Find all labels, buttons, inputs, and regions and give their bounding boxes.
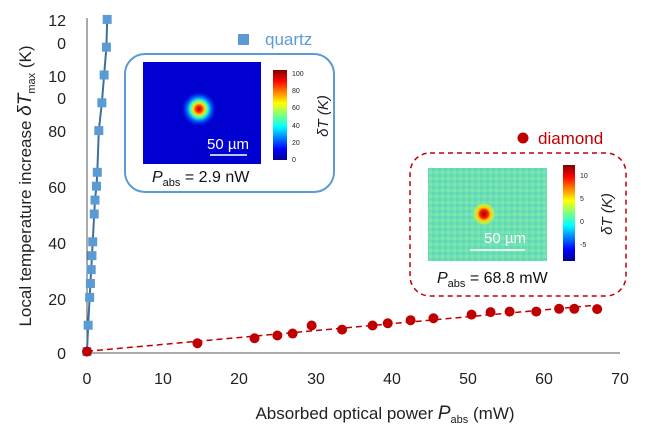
x-tick-labels: 0 10 20 30 40 50 60 70 <box>83 371 629 388</box>
diamond-fit-line <box>86 304 598 353</box>
quartz-colorbar-tick: 40 <box>292 123 300 130</box>
diamond-data-point <box>249 333 260 344</box>
x-axis-title: Absorbed optical power Pabs (mW) <box>255 403 514 426</box>
y-tick-label: 0 <box>57 36 66 53</box>
quartz-scale-label: 50 µm <box>207 136 249 153</box>
quartz-data-point <box>94 126 104 136</box>
legend-diamond-label: diamond <box>538 129 603 148</box>
diamond-data-point <box>192 338 203 349</box>
y-tick-label: 0 <box>57 346 66 363</box>
x-tick-label: 50 <box>459 371 477 388</box>
quartz-data-point <box>88 237 98 247</box>
y-tick-label: 80 <box>48 124 66 141</box>
quartz-power-label: Pabs = 2.9 nW <box>152 169 250 189</box>
diamond-series <box>82 303 603 357</box>
diamond-data-point <box>306 320 317 331</box>
diamond-data-point <box>531 306 542 317</box>
diamond-colorbar-label: δT (K) <box>599 193 616 235</box>
y-tick-label: 10 <box>48 69 66 86</box>
legend-quartz: quartz <box>238 30 312 49</box>
diamond-data-point <box>367 320 378 331</box>
legend-quartz-label: quartz <box>265 30 312 49</box>
x-tick-label: 60 <box>535 371 553 388</box>
diamond-data-point <box>485 307 496 318</box>
diamond-data-point <box>592 304 603 315</box>
diamond-data-point <box>569 303 580 314</box>
quartz-data-point <box>86 265 96 275</box>
quartz-fit-line <box>86 19 109 352</box>
y-tick-label: 60 <box>48 180 66 197</box>
quartz-hot-spot <box>181 91 217 127</box>
quartz-colorbar-tick: 80 <box>292 88 300 95</box>
quartz-colorbar-tick: 0 <box>292 157 296 164</box>
diamond-data-point <box>554 303 565 314</box>
legend-diamond-marker <box>517 132 529 144</box>
quartz-data-point <box>97 98 107 108</box>
x-tick-label: 70 <box>611 371 629 388</box>
diamond-hot-spot <box>472 202 496 226</box>
quartz-colorbar-label: δT (K) <box>315 95 332 137</box>
y-tick-label: 12 <box>48 13 66 30</box>
diamond-data-point <box>82 346 92 357</box>
quartz-colorbar <box>273 70 287 160</box>
quartz-data-point <box>99 70 109 80</box>
quartz-data-point <box>83 320 93 330</box>
diamond-colorbar <box>563 165 575 261</box>
x-tick-label: 10 <box>154 371 172 388</box>
y-tick-label: 20 <box>48 292 66 309</box>
diamond-data-point <box>466 309 477 320</box>
diamond-data-point <box>428 313 439 324</box>
y-tick-labels: 0 20 40 60 80 0 10 0 12 <box>48 13 66 363</box>
quartz-colorbar-tick: 100 <box>292 71 304 78</box>
x-tick-label: 30 <box>307 371 325 388</box>
diamond-colorbar-tick: 0 <box>580 219 584 226</box>
diamond-colorbar-tick: 5 <box>580 196 584 203</box>
y-tick-label: 0 <box>57 91 66 108</box>
legend-diamond: diamond <box>517 129 603 148</box>
quartz-data-point <box>102 14 112 24</box>
diamond-colorbar-tick: -5 <box>580 242 586 249</box>
diamond-data-point <box>272 330 283 341</box>
quartz-colorbar-tick: 60 <box>292 105 300 112</box>
legend-quartz-marker <box>238 34 249 45</box>
quartz-inset: 50 µm 100 80 60 40 20 0 δT (K) Pabs = 2.… <box>124 53 335 193</box>
diamond-data-point <box>337 324 348 335</box>
plot-area <box>82 14 603 357</box>
diamond-power-label: Pabs = 68.8 mW <box>437 270 549 290</box>
x-tick-label: 0 <box>83 371 92 388</box>
quartz-data-point <box>89 209 99 219</box>
quartz-data-point <box>92 167 102 177</box>
diamond-colorbar-tick: 10 <box>580 173 588 180</box>
quartz-data-point <box>92 181 102 191</box>
diamond-data-point <box>382 318 393 329</box>
diamond-data-point <box>504 306 515 317</box>
diamond-scale-label: 50 µm <box>484 230 526 247</box>
quartz-data-point <box>90 195 100 205</box>
y-axis-title: Local temperature increase δTmax (K) <box>15 45 38 326</box>
diamond-inset: 50 µm 10 5 0 -5 δT (K) Pabs = 68.8 mW <box>409 152 627 297</box>
diamond-data-point <box>287 328 298 339</box>
quartz-data-point <box>85 279 95 288</box>
diamond-data-point <box>405 315 416 326</box>
y-tick-label: 40 <box>48 236 66 253</box>
quartz-data-point <box>87 251 97 261</box>
quartz-colorbar-tick: 20 <box>292 140 300 147</box>
quartz-data-point <box>85 292 95 302</box>
x-tick-label: 20 <box>230 371 248 388</box>
quartz-data-point <box>101 42 111 52</box>
x-tick-label: 40 <box>383 371 401 388</box>
